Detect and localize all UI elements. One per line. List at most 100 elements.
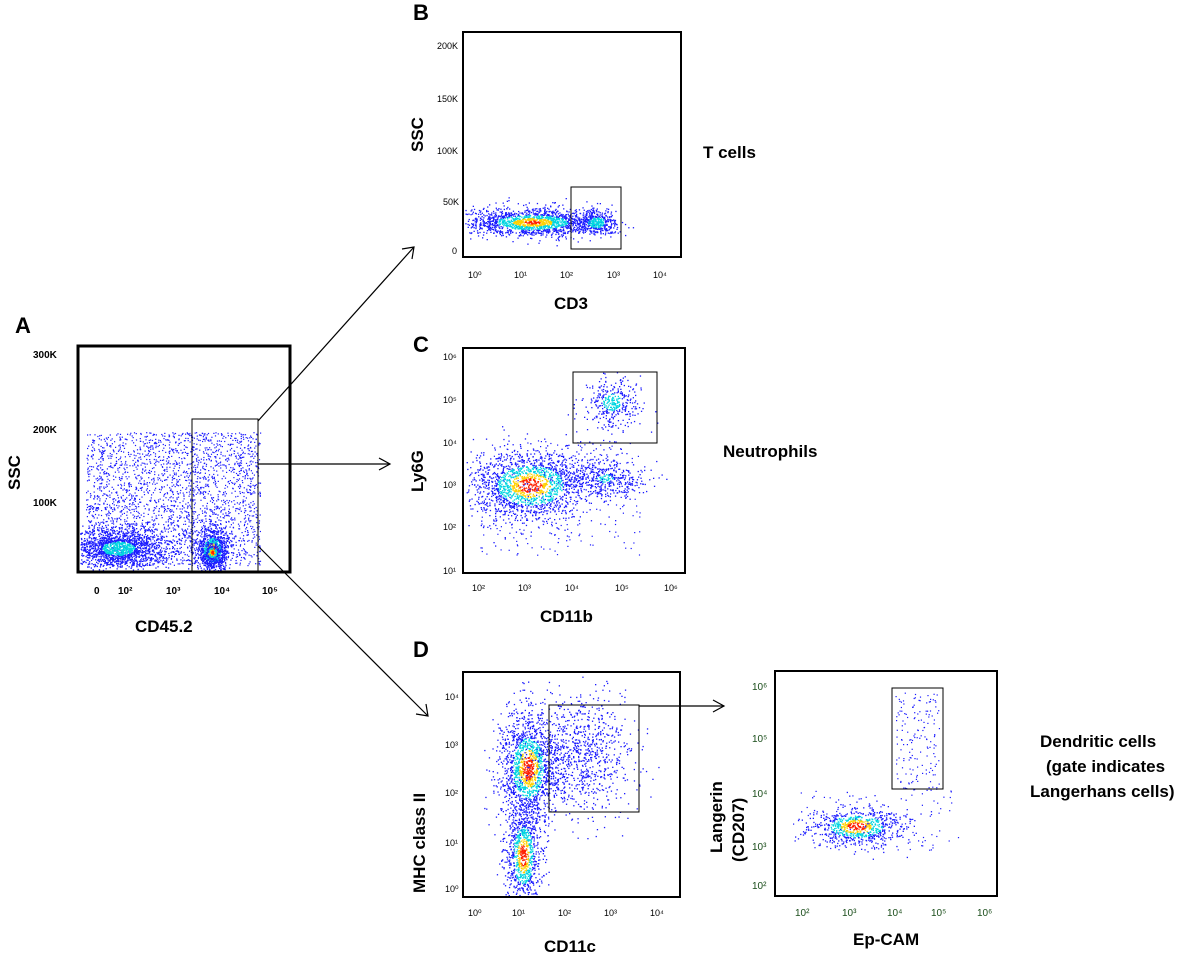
event-dot	[188, 532, 190, 534]
event-dot	[150, 547, 152, 549]
event-dot	[204, 438, 206, 440]
event-dot	[116, 551, 118, 553]
event-dot	[241, 449, 243, 451]
event-dot	[212, 552, 215, 554]
event-dot	[149, 461, 151, 463]
event-dot	[188, 535, 190, 537]
event-dot	[168, 439, 170, 441]
event-dot	[103, 450, 106, 452]
event-dot	[177, 496, 180, 498]
event-dot	[237, 463, 239, 465]
event-dot	[210, 528, 213, 530]
event-dot	[134, 550, 137, 553]
event-dot	[90, 540, 93, 542]
event-dot	[170, 541, 172, 543]
event-dot	[163, 526, 166, 528]
event-dot	[195, 561, 197, 563]
event-dot	[146, 488, 148, 490]
event-dot	[102, 542, 105, 544]
event-dot	[178, 462, 180, 464]
event-dot	[214, 550, 216, 552]
event-dot	[247, 484, 249, 487]
event-dot	[204, 550, 206, 552]
event-dot	[113, 560, 115, 562]
event-dot	[219, 557, 221, 559]
event-dot	[208, 547, 210, 549]
event-dot	[220, 523, 222, 525]
event-dot	[155, 507, 157, 509]
event-dot	[178, 475, 180, 477]
event-dot	[96, 480, 99, 482]
event-dot	[164, 479, 166, 481]
event-dot	[108, 559, 110, 561]
event-dot	[253, 508, 256, 510]
event-dot	[239, 509, 241, 511]
event-dot	[161, 459, 163, 461]
event-dot	[115, 560, 118, 562]
event-dot	[202, 551, 204, 553]
event-dot	[199, 546, 201, 548]
event-dot	[243, 456, 245, 458]
event-dot	[157, 477, 159, 479]
event-dot	[119, 534, 121, 536]
event-dot	[126, 548, 128, 551]
event-dot	[86, 506, 89, 509]
event-dot	[183, 448, 185, 450]
event-dot	[175, 536, 177, 538]
event-dot	[120, 558, 122, 560]
event-dot	[122, 540, 124, 542]
event-dot	[80, 537, 83, 540]
event-dot	[153, 512, 155, 514]
event-dot	[187, 505, 189, 507]
event-dot	[152, 510, 154, 512]
event-dot	[158, 441, 160, 443]
event-dot	[218, 553, 221, 555]
event-dot	[145, 541, 147, 543]
event-dot	[110, 553, 113, 555]
event-dot	[238, 442, 240, 444]
event-dot	[135, 540, 138, 543]
event-dot	[195, 554, 197, 556]
event-dot	[103, 536, 105, 538]
event-dot	[190, 500, 192, 502]
event-dot	[141, 462, 143, 464]
event-dot	[129, 525, 131, 527]
event-dot	[207, 432, 210, 435]
event-dot	[202, 505, 204, 507]
event-dot	[176, 548, 178, 550]
event-dot	[234, 490, 236, 492]
event-dot	[129, 540, 131, 542]
event-dot	[123, 484, 125, 486]
event-dot	[131, 560, 133, 563]
event-dot	[170, 557, 173, 559]
event-dot	[161, 543, 163, 545]
event-dot	[210, 551, 212, 553]
event-dot	[118, 449, 120, 451]
event-dot	[221, 541, 224, 543]
event-dot	[198, 490, 200, 492]
event-dot	[200, 472, 202, 474]
event-dot	[110, 557, 113, 559]
event-dot	[143, 515, 145, 518]
event-dot	[216, 549, 219, 552]
event-dot	[197, 556, 200, 558]
event-dot	[148, 477, 150, 479]
event-dot	[178, 438, 180, 440]
event-dot	[186, 487, 188, 489]
event-dot	[124, 462, 127, 464]
event-dot	[212, 565, 215, 568]
event-dot	[170, 558, 173, 560]
event-dot	[146, 445, 148, 447]
event-dot	[123, 539, 125, 541]
event-dot	[204, 548, 206, 550]
event-dot	[125, 460, 127, 463]
event-dot	[209, 543, 211, 545]
event-dot	[134, 473, 136, 475]
event-dot	[188, 514, 190, 516]
event-dot	[100, 552, 102, 554]
event-dot	[140, 489, 143, 491]
event-dot	[223, 435, 225, 437]
event-dot	[200, 519, 202, 521]
event-dot	[126, 478, 128, 480]
event-dot	[129, 465, 131, 467]
